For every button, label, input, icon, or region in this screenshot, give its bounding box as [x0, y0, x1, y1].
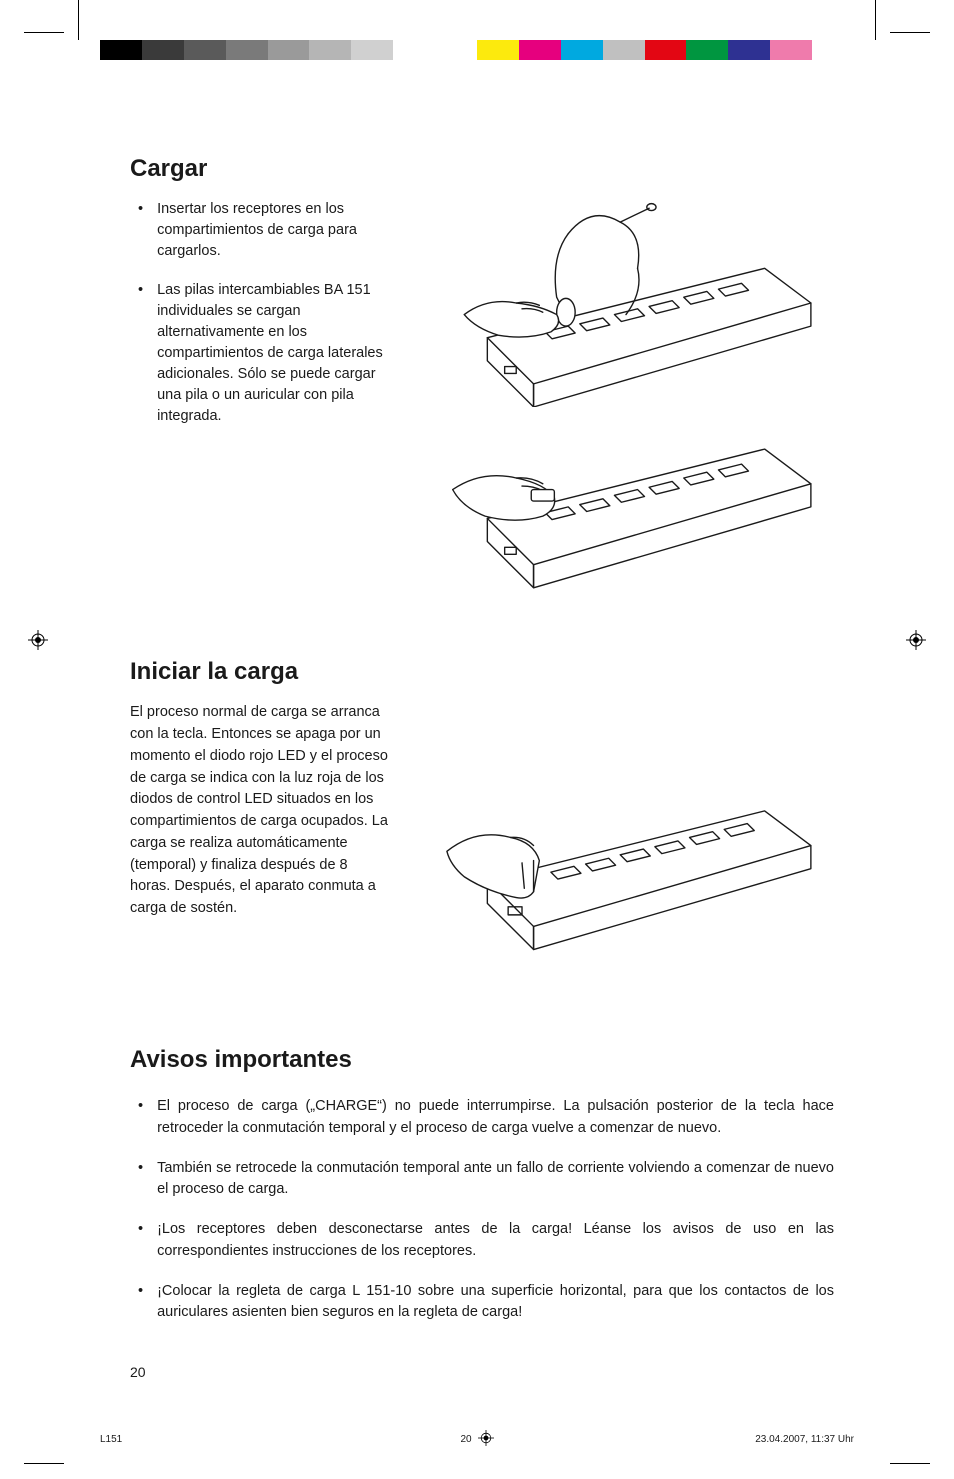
illustration-press-button — [418, 782, 834, 972]
print-footer: L151 20 23.04.2007, 11:37 Uhr — [0, 1420, 954, 1459]
bullet-icon: • — [138, 1219, 143, 1263]
color-swatch — [728, 40, 770, 60]
color-swatch — [142, 40, 184, 60]
bullet-icon: • — [138, 280, 143, 427]
color-swatch — [561, 40, 603, 60]
bullet-icon: • — [138, 1158, 143, 1202]
bullet-icon: • — [138, 1281, 143, 1325]
list-item: • Insertar los receptores en los compart… — [130, 199, 390, 262]
list-item: • ¡Colocar la regleta de carga L 151-10 … — [130, 1281, 834, 1325]
heading-iniciar: Iniciar la carga — [130, 658, 834, 686]
bullet-icon: • — [138, 1096, 143, 1140]
section-iniciar: Iniciar la carga El proceso normal de ca… — [130, 658, 834, 986]
illustration-insert-battery — [418, 426, 834, 604]
color-swatch — [226, 40, 268, 60]
section-avisos: Avisos importantes • El proceso de carga… — [130, 1046, 834, 1324]
color-swatch — [100, 40, 142, 60]
color-swatch — [519, 40, 561, 60]
list-item: • Las pilas intercambiables BA 151 indiv… — [130, 280, 390, 427]
color-swatch — [184, 40, 226, 60]
color-swatch — [268, 40, 310, 60]
color-swatch — [477, 40, 519, 60]
color-swatch — [812, 40, 854, 60]
heading-cargar: Cargar — [130, 155, 834, 183]
heading-avisos: Avisos importantes — [130, 1046, 834, 1074]
color-swatch — [393, 40, 435, 60]
document-page: Cargar • Insertar los receptores en los … — [0, 60, 954, 1420]
list-item: • ¡Los receptores deben desconectarse an… — [130, 1219, 834, 1263]
bullet-icon: • — [138, 199, 143, 262]
color-swatch — [603, 40, 645, 60]
illustration-insert-headset — [418, 199, 834, 412]
color-swatch — [645, 40, 687, 60]
color-swatch — [686, 40, 728, 60]
color-swatch — [351, 40, 393, 60]
page-number: 20 — [130, 1364, 834, 1380]
color-swatch — [435, 40, 477, 60]
footer-page: 20 — [460, 1434, 471, 1445]
section-cargar: Cargar • Insertar los receptores en los … — [130, 155, 834, 618]
color-calibration-bar — [100, 40, 854, 60]
cargar-bullet-list: • Insertar los receptores en los compart… — [130, 199, 390, 427]
color-swatch — [309, 40, 351, 60]
footer-doc-id: L151 — [100, 1434, 460, 1445]
avisos-bullet-list: • El proceso de carga („CHARGE“) no pued… — [130, 1096, 834, 1324]
footer-timestamp: 23.04.2007, 11:37 Uhr — [494, 1434, 854, 1445]
iniciar-paragraph: El proceso normal de carga se arranca co… — [130, 702, 390, 920]
color-swatch — [770, 40, 812, 60]
registration-mark-icon — [478, 1430, 494, 1449]
list-item: • También se retrocede la conmutación te… — [130, 1158, 834, 1202]
list-item: • El proceso de carga („CHARGE“) no pued… — [130, 1096, 834, 1140]
